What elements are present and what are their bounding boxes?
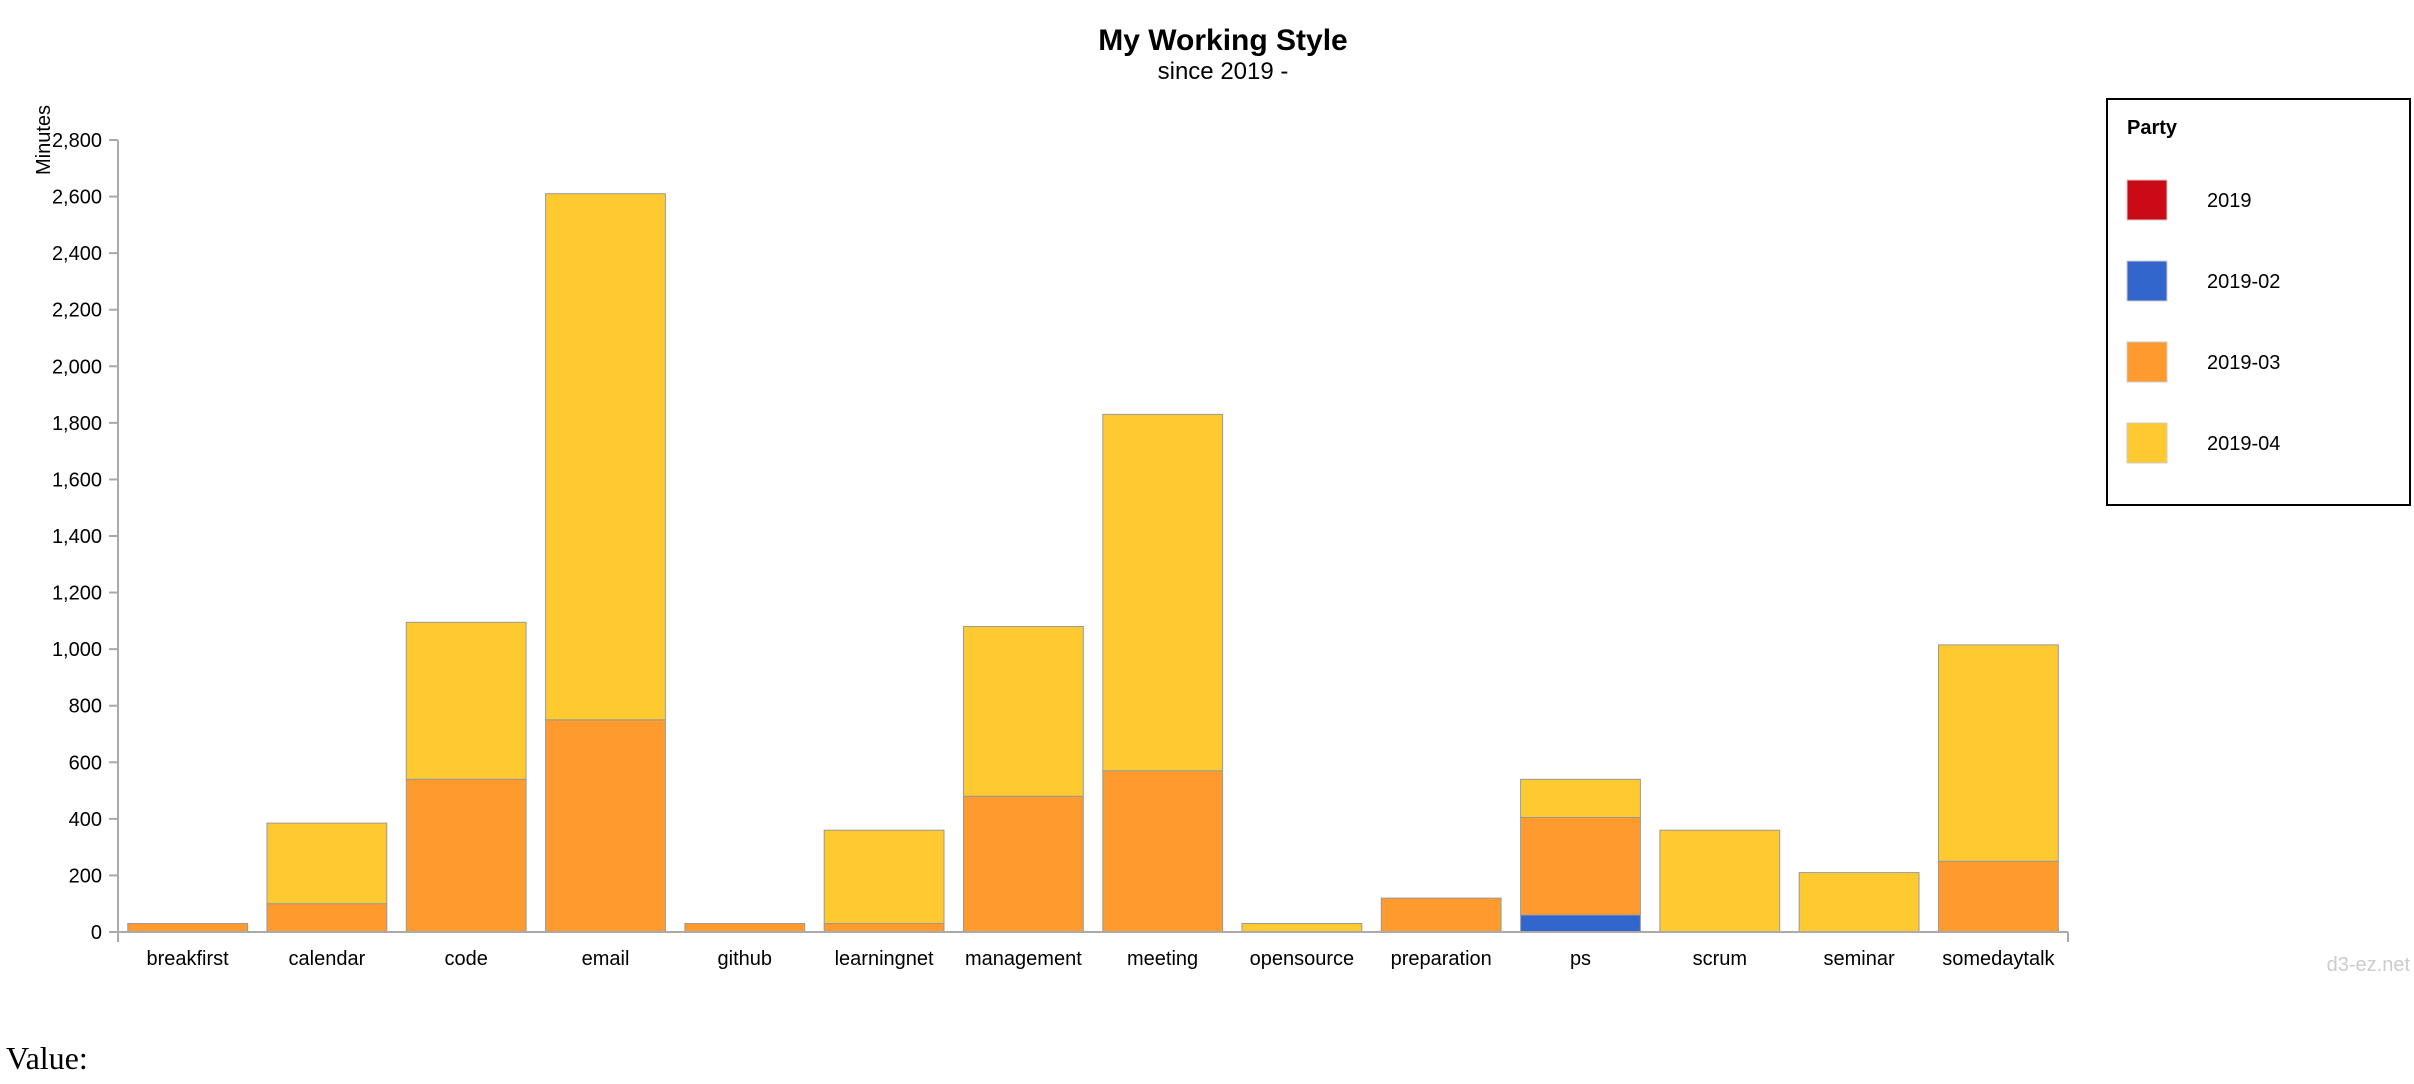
x-tick-label-code: code — [445, 948, 488, 970]
legend-label-2019-03: 2019-03 — [2207, 352, 2280, 374]
x-tick-label-opensource: opensource — [1250, 948, 1355, 970]
y-tick-label: 2,600 — [52, 187, 102, 209]
legend-label-2019-02: 2019-02 — [2207, 271, 2280, 293]
bar-preparation-2019-03[interactable] — [1380, 897, 1502, 933]
legend-items: 2019 2019-02 2019-03 2019-04 — [2126, 179, 2280, 464]
x-tick-label-preparation: preparation — [1391, 948, 1492, 970]
bar-email-2019-04[interactable] — [545, 193, 666, 721]
y-tick-label: 1,000 — [52, 639, 102, 661]
x-tick-label-management: management — [965, 948, 1082, 970]
bars-group — [127, 193, 2059, 933]
bar-learningnet-2019-04[interactable] — [823, 829, 945, 925]
y-tick-label: 200 — [69, 865, 102, 887]
x-tick-label-calendar: calendar — [289, 948, 366, 970]
y-tick-label: 1,400 — [52, 526, 102, 548]
chart-subtitle: since 2019 - — [1158, 58, 1289, 85]
value-readout: Value: — [6, 1040, 88, 1076]
bar-breakfirst-2019-03[interactable] — [127, 923, 249, 933]
x-axis: breakfirst calendar code email github learnin… — [117, 931, 2069, 970]
legend-swatch-2019-02 — [2126, 260, 2168, 302]
x-tick-label-ps: ps — [1570, 948, 1591, 970]
bar-ps-2019-03[interactable] — [1520, 816, 1641, 916]
bar-somedaytalk-2019-04[interactable] — [1938, 644, 2059, 862]
x-tick-label-somedaytalk: somedaytalk — [1942, 948, 2055, 970]
bar-opensource-2019-04[interactable] — [1241, 923, 1363, 933]
y-tick-label: 400 — [69, 809, 102, 831]
bar-meeting-2019-03[interactable] — [1102, 770, 1224, 933]
bar-calendar-2019-03[interactable] — [266, 903, 388, 933]
x-tick-label-meeting: meeting — [1127, 948, 1198, 970]
bar-email-2019-03[interactable] — [545, 719, 666, 933]
bar-code-2019-03[interactable] — [405, 778, 527, 933]
y-tick-label: 1,600 — [52, 469, 102, 491]
y-axis-label: Minutes — [33, 105, 55, 175]
legend-swatch-2019-03 — [2126, 341, 2168, 383]
bar-meeting-2019-04[interactable] — [1102, 413, 1224, 772]
y-tick-label: 0 — [91, 922, 102, 944]
legend-swatch-2019 — [2126, 179, 2168, 221]
legend-swatch-2019-04 — [2126, 422, 2168, 464]
x-tick-label-breakfirst: breakfirst — [146, 948, 229, 970]
bar-scrum-2019-04[interactable] — [1659, 829, 1781, 933]
y-tick-label: 2,400 — [52, 243, 102, 265]
bar-seminar-2019-04[interactable] — [1798, 872, 1920, 933]
bar-ps-2019-04[interactable] — [1520, 778, 1641, 818]
bar-github-2019-03[interactable] — [684, 923, 806, 933]
y-tick-label: 2,200 — [52, 300, 102, 322]
y-axis: 0 200 400 600 800 1,000 1,200 1,400 1,600 1,800 2,… — [52, 130, 119, 944]
credit: d3-ez.net — [2327, 954, 2411, 976]
legend-label-2019-04: 2019-04 — [2207, 433, 2280, 455]
legend-label-2019: 2019 — [2207, 190, 2252, 212]
legend-title: Party — [2127, 117, 2178, 139]
x-tick-label-seminar: seminar — [1824, 948, 1895, 970]
bar-code-2019-04[interactable] — [405, 621, 527, 780]
bar-learningnet-2019-03[interactable] — [823, 923, 945, 933]
x-tick-label-learningnet: learningnet — [835, 948, 934, 970]
y-tick-label: 600 — [69, 752, 102, 774]
x-tick-label-github: github — [718, 948, 773, 970]
y-tick-label: 1,800 — [52, 413, 102, 435]
y-tick-label: 1,200 — [52, 583, 102, 605]
x-tick-label-email: email — [582, 948, 630, 970]
legend: Party 2019 2019-02 2019-03 2019-04 — [2106, 98, 2411, 506]
bar-ps-2019-02[interactable] — [1520, 914, 1641, 933]
chart-title: My Working Style — [1098, 24, 1348, 57]
y-tick-label: 2,000 — [52, 356, 102, 378]
y-tick-label: 2,800 — [52, 130, 102, 152]
y-tick-label: 800 — [69, 696, 102, 718]
bar-management-2019-04[interactable] — [963, 626, 1084, 797]
bar-calendar-2019-04[interactable] — [266, 822, 388, 905]
bar-somedaytalk-2019-03[interactable] — [1938, 860, 2059, 933]
bar-management-2019-03[interactable] — [963, 795, 1084, 933]
x-tick-label-scrum: scrum — [1693, 948, 1747, 970]
